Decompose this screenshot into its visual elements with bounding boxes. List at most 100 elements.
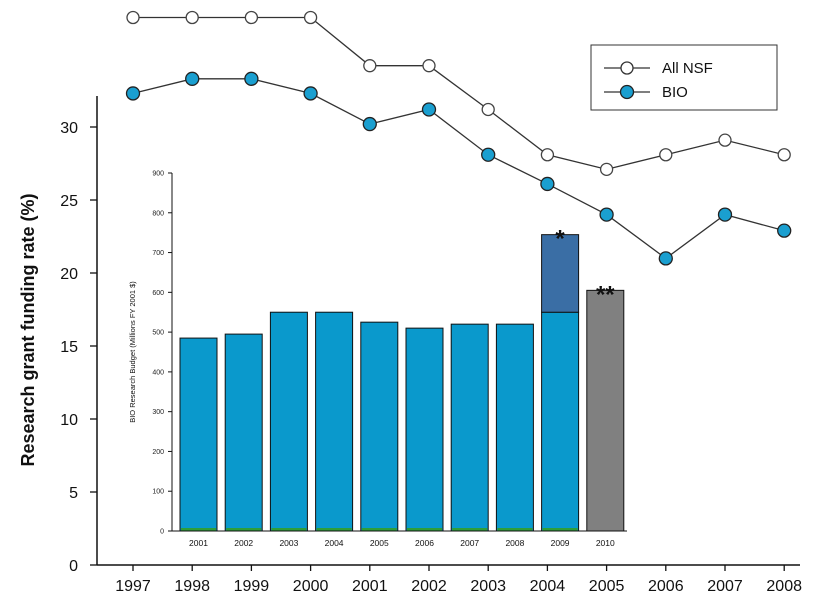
inset-x-tick-label: 2003 — [279, 538, 298, 548]
inset-y-tick-label: 200 — [152, 449, 164, 456]
inset-x-ticks: 2001 2002 2003 2004 2005 2006 2007 2008 2009 2010 — [189, 538, 615, 548]
data-point-bio-2007 — [717, 207, 733, 222]
data-point-all-nsf-2006 — [659, 148, 673, 162]
main-y-axis-label: Research grant funding rate (%) — [18, 193, 38, 466]
main-x-tick-label: 1999 — [234, 578, 270, 595]
main-y-tick-label: 5 — [69, 485, 78, 502]
main-y-tick-label: 10 — [60, 412, 78, 429]
main-x-tick-label: 2006 — [648, 578, 684, 595]
inset-annotation-2009: * — [555, 226, 565, 253]
main-x-tick-label: 2005 — [589, 578, 625, 595]
main-x-tick-label: 1998 — [174, 578, 210, 595]
inset-x-tick-label: 2004 — [325, 538, 344, 548]
data-point-all-nsf-2008 — [777, 148, 791, 162]
main-x-tick-label: 2000 — [293, 578, 329, 595]
data-point-bio-2000 — [303, 86, 318, 101]
main-y-tick-label: 25 — [60, 193, 78, 210]
line-series — [125, 10, 792, 266]
inset-bar-2010-segment-3 — [586, 289, 625, 532]
series-all-nsf — [126, 10, 791, 176]
main-x-tick-label: 2007 — [707, 578, 743, 595]
data-point-bio-2008 — [777, 223, 792, 238]
inset-x-tick-label: 2010 — [596, 538, 615, 548]
inset-y-tick-label: 500 — [152, 330, 164, 337]
data-point-all-nsf-2003 — [481, 102, 495, 117]
inset-x-tick-label: 2001 — [189, 538, 208, 548]
data-point-all-nsf-2005 — [599, 162, 614, 176]
data-point-bio-2001 — [362, 116, 377, 132]
inset-x-tick-label: 2005 — [370, 538, 389, 548]
data-point-all-nsf-2002 — [422, 59, 436, 73]
data-point-all-nsf-1997 — [126, 10, 140, 25]
inset-bar-2006-segment-1 — [405, 327, 444, 532]
series-bio — [125, 71, 792, 266]
data-point-bio-2004 — [540, 176, 555, 192]
data-point-bio-2006 — [658, 251, 673, 266]
inset-y-tick-label: 300 — [152, 409, 164, 416]
legend: All NSF BIO — [590, 44, 778, 111]
main-x-tick-label: 2001 — [352, 578, 388, 595]
inset-bar-base-strip — [361, 528, 397, 531]
inset-y-axis-label: BIO Research Budget (Millions FY 2001 $) — [128, 281, 137, 423]
inset-x-tick-label: 2008 — [505, 538, 524, 548]
legend-label-bio: BIO — [662, 84, 688, 101]
main-y-tick-label: 15 — [60, 339, 78, 356]
inset-y-tick-label: 100 — [152, 489, 164, 496]
data-point-all-nsf-2007 — [718, 133, 732, 147]
main-x-tick-label: 1997 — [115, 578, 151, 595]
legend-label-all-nsf: All NSF — [662, 60, 713, 77]
inset-bar-2009-segment-1 — [541, 311, 580, 532]
inset-y-tick-label: 900 — [152, 171, 164, 178]
main-x-tick-label: 2004 — [530, 578, 566, 595]
legend-marker-bio — [619, 84, 635, 100]
inset-bar-2005-segment-1 — [360, 321, 399, 532]
inset-bar-2007-segment-1 — [450, 323, 489, 532]
inset-x-tick-label: 2002 — [234, 538, 253, 548]
inset-y-tick-label: 800 — [152, 210, 164, 217]
inset-y-ticks: 0 100 200 300 400 500 600 700 800 900 — [152, 171, 172, 536]
main-y-ticks: 0 5 10 15 20 25 30 — [60, 120, 97, 575]
inset-bar-2002-segment-1 — [224, 333, 263, 532]
inset-x-tick-label: 2009 — [551, 538, 570, 548]
inset-annotation-2010: ** — [596, 281, 615, 308]
data-point-bio-2005 — [599, 207, 614, 222]
inset-x-tick-label: 2006 — [415, 538, 434, 548]
main-y-tick-label: 0 — [69, 558, 78, 575]
inset-annotations: *** — [555, 226, 615, 309]
inset-y-tick-label: 400 — [152, 369, 164, 376]
main-x-tick-label: 2008 — [766, 578, 802, 595]
main-x-tick-label: 2002 — [411, 578, 447, 595]
inset-bar-2009-segment-2 — [541, 234, 580, 313]
data-point-all-nsf-1999 — [244, 10, 259, 25]
inset-bar-2001-segment-1 — [179, 337, 218, 532]
data-point-bio-1997 — [125, 86, 141, 101]
inset-bar-2004-segment-1 — [315, 311, 354, 532]
data-point-bio-1999 — [244, 71, 259, 86]
inset-bar-base-strip — [497, 528, 533, 531]
series-line-bio — [132, 78, 785, 260]
data-point-all-nsf-2000 — [303, 10, 318, 25]
inset-bar-base-strip — [407, 528, 442, 531]
inset-x-tick-label: 2007 — [460, 538, 479, 548]
main-x-ticks: 1997 1998 1999 2000 2001 2002 2003 2004 2005 2006… — [115, 565, 802, 595]
main-y-tick-label: 30 — [60, 120, 78, 137]
inset-bar-base-strip — [452, 528, 488, 531]
data-point-all-nsf-2004 — [540, 148, 555, 162]
inset-bar-base-strip — [542, 528, 578, 531]
series-line-all-nsf — [133, 16, 785, 171]
data-point-bio-1998 — [185, 71, 200, 86]
inset-bar-2003-segment-1 — [269, 311, 308, 532]
inset-bar-base-strip — [226, 528, 262, 531]
inset-bar-base-strip — [181, 528, 216, 531]
inset-y-tick-label: 700 — [152, 250, 164, 257]
main-y-tick-label: 20 — [60, 266, 78, 283]
data-point-bio-2003 — [481, 147, 496, 162]
data-point-bio-2002 — [421, 102, 437, 117]
inset-bar-base-strip — [316, 528, 352, 531]
legend-box — [590, 44, 778, 111]
inset-y-tick-label: 600 — [152, 290, 164, 297]
inset-bar-2008-segment-1 — [495, 323, 534, 532]
inset-bar-base-strip — [271, 528, 307, 531]
